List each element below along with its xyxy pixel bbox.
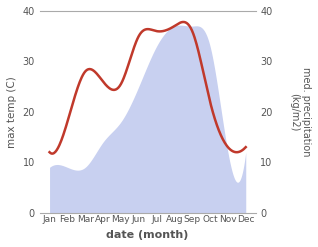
Y-axis label: max temp (C): max temp (C) <box>7 76 17 148</box>
X-axis label: date (month): date (month) <box>107 230 189 240</box>
Y-axis label: med. precipitation
(kg/m2): med. precipitation (kg/m2) <box>289 67 311 157</box>
